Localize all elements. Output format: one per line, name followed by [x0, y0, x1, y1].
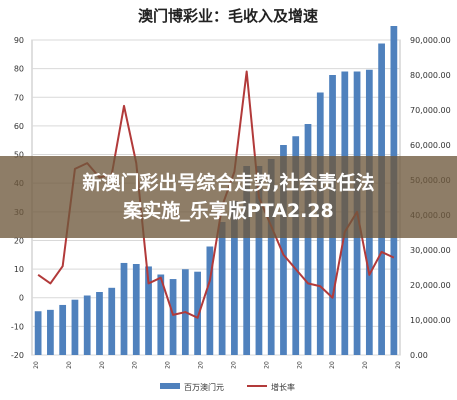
revenue-bar — [157, 274, 165, 355]
x-tick-label: 20 — [66, 361, 73, 369]
right-tick-label: 20,000.00 — [410, 281, 451, 290]
revenue-bar — [169, 279, 177, 355]
legend-label-revenue: 百万澳门元 — [184, 382, 224, 392]
revenue-bar — [206, 246, 214, 355]
x-axis-ticks: 20 20 20 20 20 20 20 20 20 20 20 20 — [33, 361, 402, 369]
x-tick-label: 20 — [198, 361, 205, 369]
left-tick-label: 0 — [19, 294, 24, 303]
overlay-line-1: 新澳门彩出号综合走势,社会责任法 — [82, 172, 375, 194]
chart-title: 澳门博彩业：毛收入及增速 — [138, 7, 318, 25]
left-tick-label: 80 — [14, 65, 24, 74]
left-tick-label: -20 — [11, 351, 24, 360]
revenue-bar — [47, 309, 54, 355]
revenue-bar — [108, 287, 116, 355]
legend-label-growth: 增长率 — [271, 382, 295, 392]
revenue-bar — [71, 299, 79, 355]
x-tick-label: 20 — [263, 361, 270, 369]
revenue-bar — [132, 264, 140, 355]
revenue-bar — [96, 292, 103, 355]
revenue-bar — [243, 166, 251, 355]
x-tick-label: 20 — [99, 361, 106, 369]
legend-swatch-revenue — [160, 383, 180, 389]
revenue-bar — [255, 166, 263, 355]
x-tick-label: 20 — [395, 361, 402, 369]
revenue-bar — [34, 311, 42, 355]
right-tick-label: 70,000.00 — [410, 106, 451, 115]
revenue-bar — [194, 271, 201, 355]
revenue-bar — [145, 266, 152, 355]
right-tick-label: 0.00 — [410, 351, 428, 360]
x-tick-label: 20 — [329, 361, 336, 369]
overlay-banner: 新澳门彩出号综合走势,社会责任法 案实施_乐享版PTA2.28 — [0, 156, 457, 238]
revenue-bar — [267, 159, 275, 355]
x-tick-label: 20 — [230, 361, 237, 369]
right-tick-label: 90,000.00 — [410, 36, 451, 45]
revenue-bar — [231, 201, 238, 355]
left-tick-label: 70 — [14, 93, 24, 102]
right-tick-label: 60,000.00 — [410, 141, 451, 150]
left-tick-label: 60 — [14, 122, 24, 131]
revenue-bar — [120, 262, 128, 355]
right-tick-label: 10,000.00 — [410, 316, 451, 325]
x-tick-label: 20 — [132, 361, 139, 369]
x-tick-label: 20 — [296, 361, 303, 369]
revenue-bar — [292, 136, 300, 355]
right-tick-label: 30,000.00 — [410, 246, 451, 255]
left-tick-label: 10 — [14, 265, 24, 274]
gridlines — [31, 39, 401, 356]
revenue-bar — [304, 124, 312, 355]
revenue-bar — [59, 304, 67, 355]
left-tick-label: -10 — [11, 322, 24, 331]
legend: 百万澳门元 增长率 — [160, 382, 295, 392]
revenue-bar — [83, 295, 91, 355]
left-tick-label: 90 — [14, 36, 24, 45]
left-tick-label: 20 — [14, 236, 24, 245]
revenue-bar — [280, 145, 287, 355]
x-tick-label: 20 — [362, 361, 369, 369]
x-tick-label: 20 — [165, 361, 172, 369]
right-tick-label: 80,000.00 — [410, 71, 451, 80]
overlay-line-2: 案实施_乐享版PTA2.28 — [123, 200, 334, 222]
revenue-bar — [218, 222, 226, 355]
left-tick-label: 50 — [14, 151, 24, 160]
x-tick-label: 20 — [33, 361, 40, 369]
